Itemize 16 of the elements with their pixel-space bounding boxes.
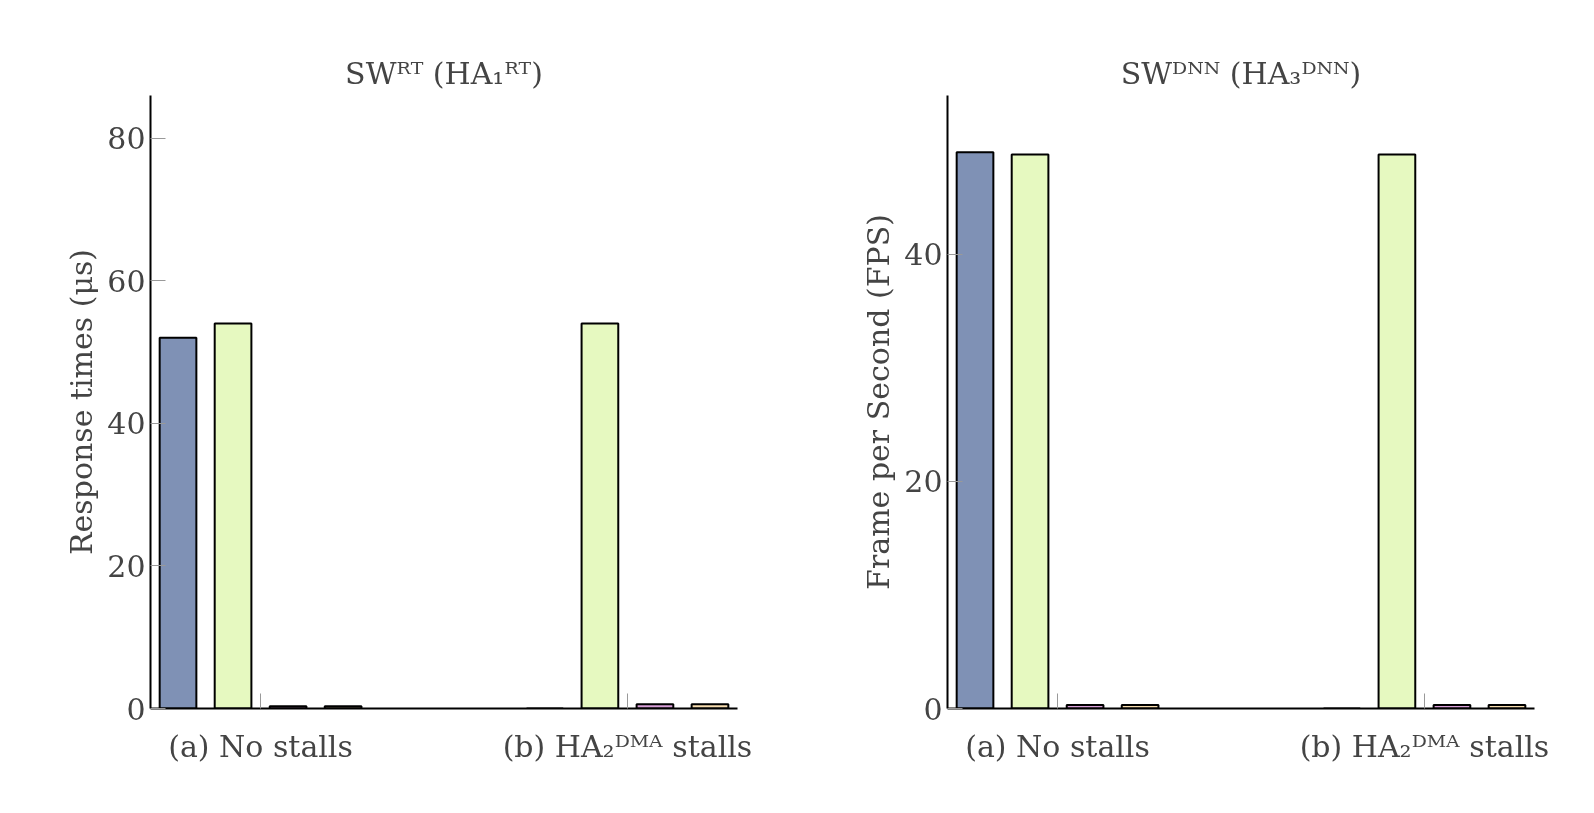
y-axis-title: Response times (μs) (64, 248, 100, 556)
chart-title: SWᴿᵀ (HA₁ᴿᵀ) (345, 55, 543, 91)
y-tick-label: 40 (904, 237, 943, 273)
y-tick-label: 40 (107, 406, 146, 442)
y-tick-label: 0 (126, 691, 146, 727)
y-tick-label: 20 (107, 548, 146, 584)
chart-title: SWᴰᴺᴺ (HA₃ᴰᴺᴺ) (1120, 55, 1362, 91)
x-tick-label: (a) No stalls (965, 728, 1150, 764)
y-axis-title: Frame per Second (FPS) (861, 214, 897, 590)
x-tick-label: (b) HA₂ᴰᴹᴬ stalls (1299, 728, 1550, 764)
y-tick-label: 80 (107, 121, 146, 157)
y-tick-label: 0 (923, 691, 943, 727)
x-tick-label: (b) HA₂ᴰᴹᴬ stalls (502, 728, 753, 764)
y-tick-label: 60 (107, 263, 146, 299)
x-tick-label: (a) No stalls (168, 728, 353, 764)
y-tick-label: 20 (904, 464, 943, 500)
